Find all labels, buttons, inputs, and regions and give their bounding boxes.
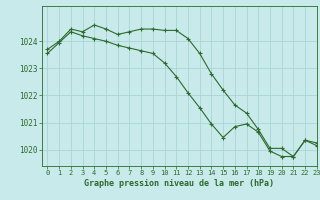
X-axis label: Graphe pression niveau de la mer (hPa): Graphe pression niveau de la mer (hPa) (84, 179, 274, 188)
